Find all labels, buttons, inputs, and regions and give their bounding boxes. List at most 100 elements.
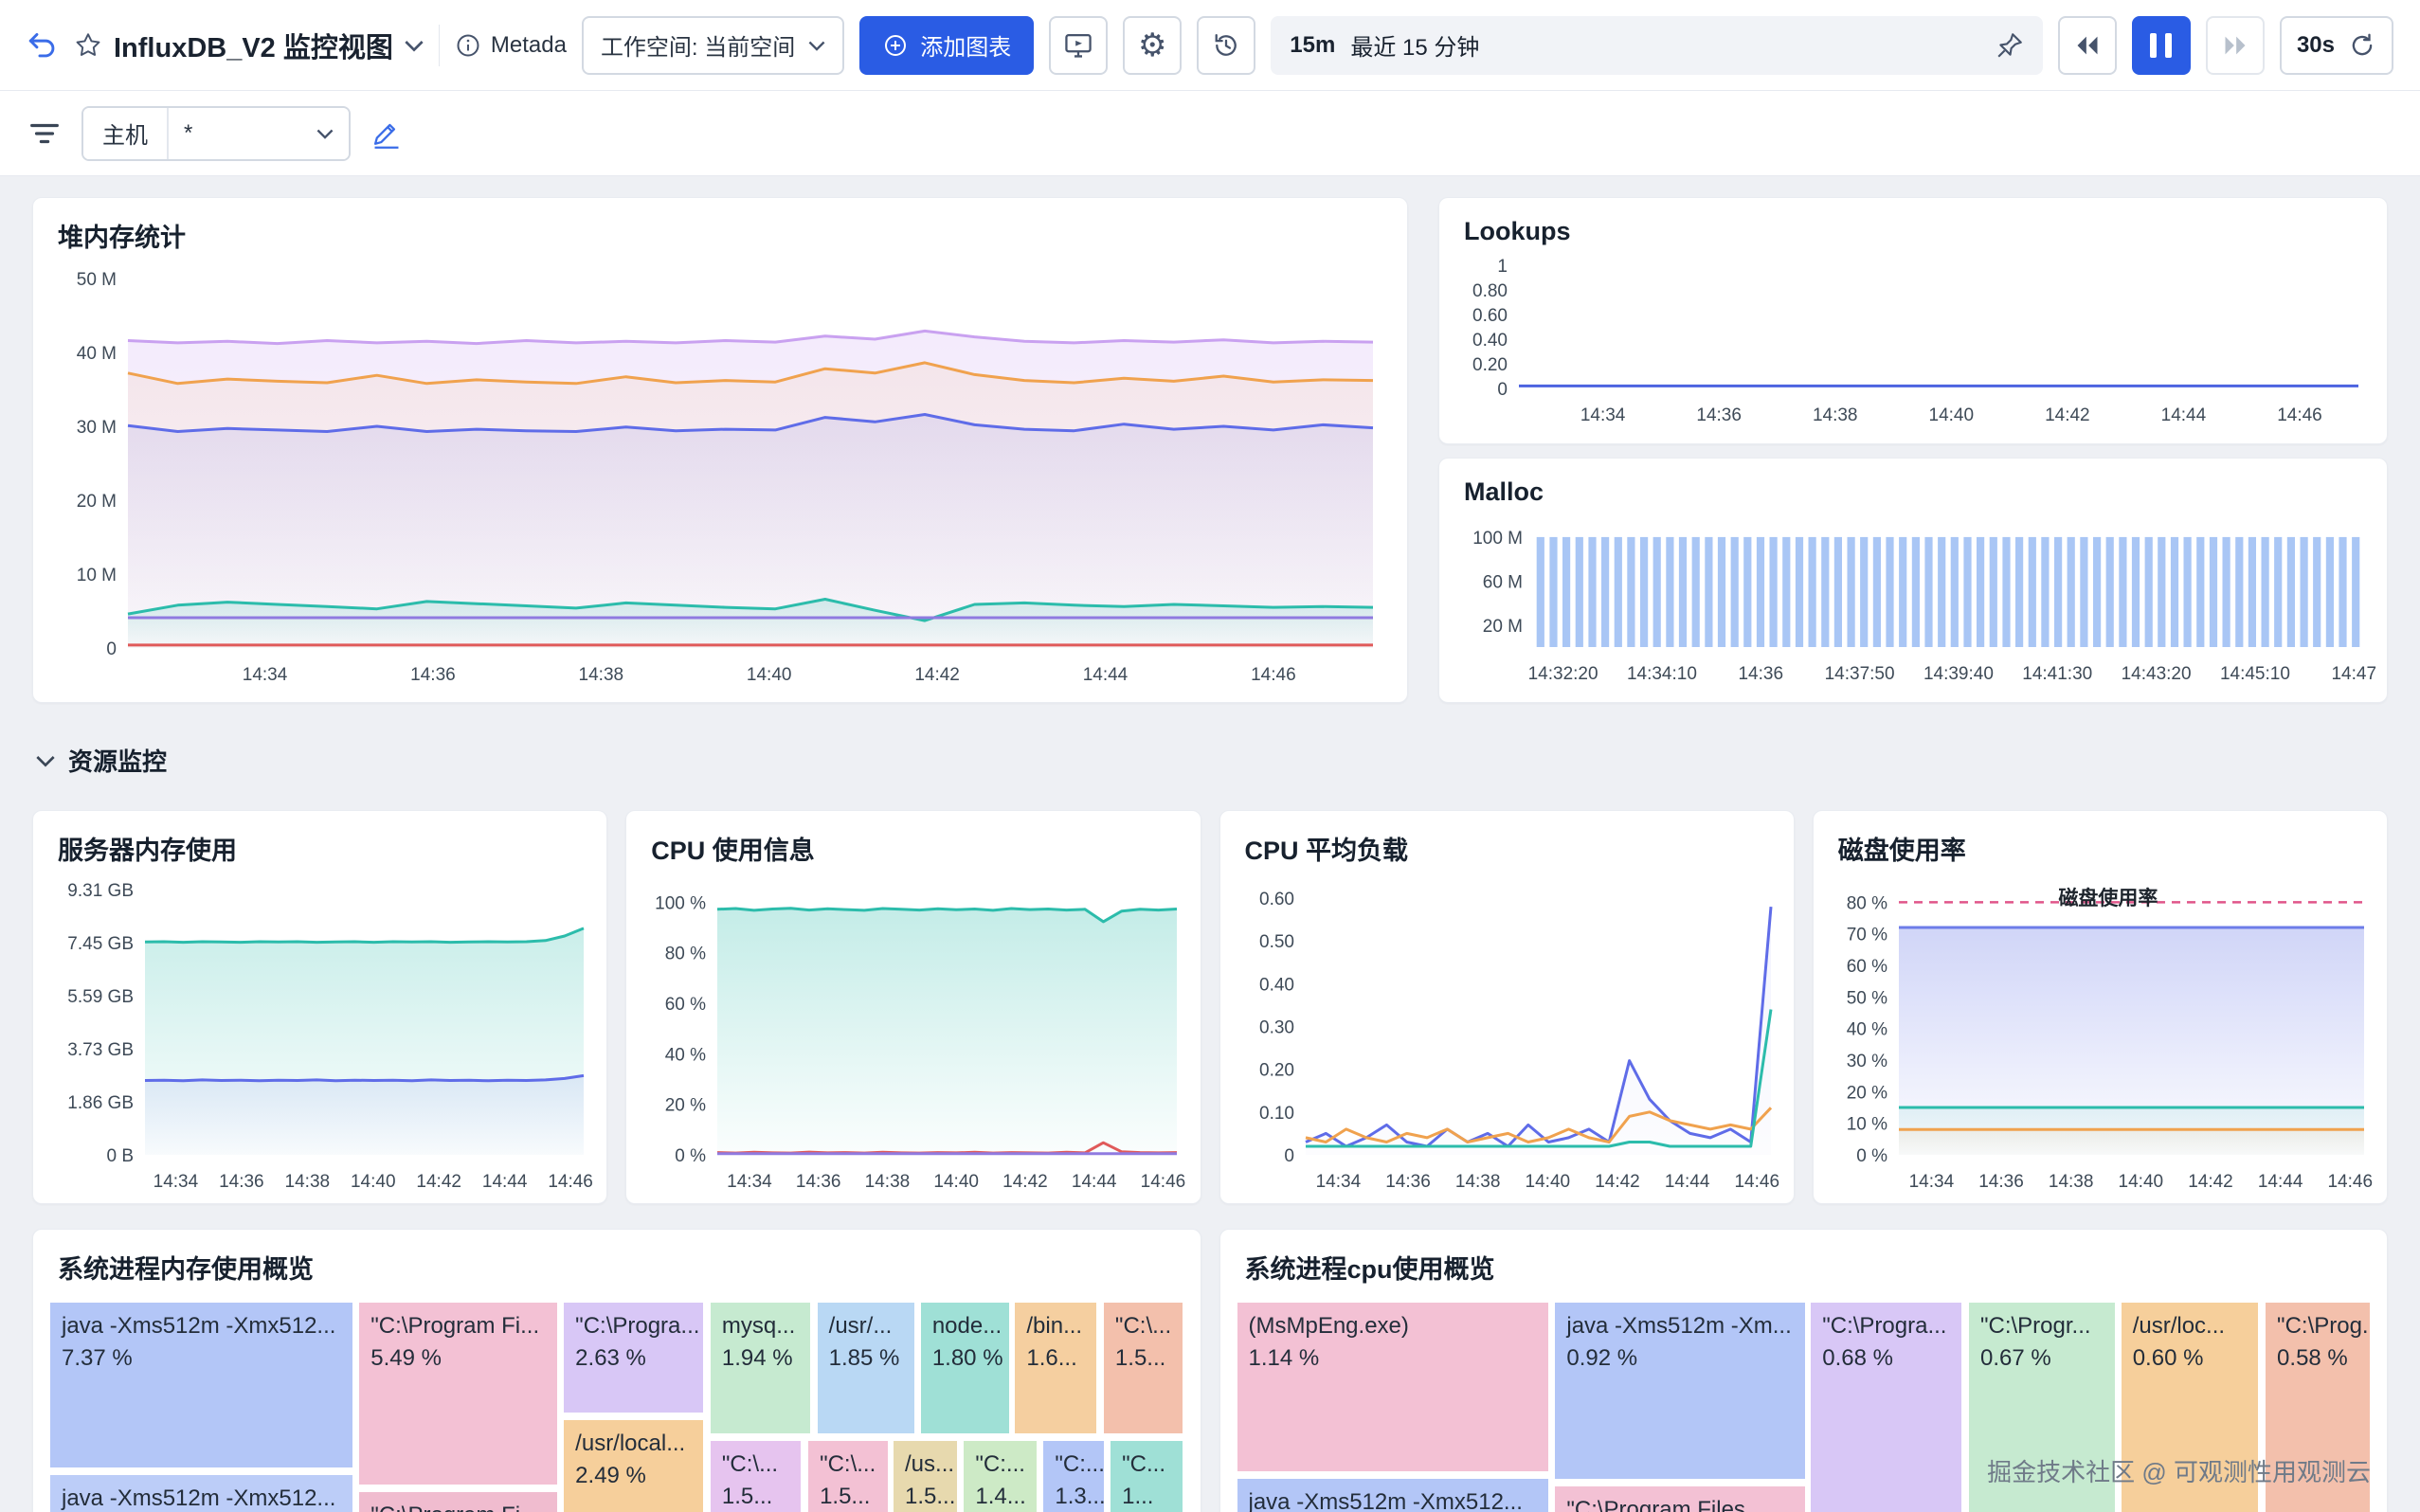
treemap-block[interactable]: (MsMpEng.exe) 1.14 % bbox=[1235, 1301, 1550, 1473]
time-range-picker[interactable]: 15m 最近 15 分钟 bbox=[1271, 15, 2043, 75]
edit-filter-button[interactable] bbox=[371, 117, 402, 150]
treemap-block-value: 1.14 % bbox=[1248, 1344, 1320, 1371]
svg-text:14:46: 14:46 bbox=[1251, 665, 1296, 685]
svg-text:14:40: 14:40 bbox=[747, 665, 792, 685]
treemap-block[interactable]: "C:... 1.4... bbox=[962, 1439, 1038, 1512]
section-resource-monitor[interactable]: 资源监控 bbox=[36, 743, 2384, 778]
svg-text:80 %: 80 % bbox=[1846, 893, 1887, 913]
svg-text:3.73 GB: 3.73 GB bbox=[67, 1040, 134, 1060]
lookups-chart[interactable]: 0 0.20 0.40 0.60 0.80 1 14:34 14:36 14:38 14:40 14… bbox=[1439, 250, 2387, 434]
fast-forward-button[interactable] bbox=[2205, 15, 2265, 75]
treemap-block-label: /bin... bbox=[1026, 1313, 1083, 1339]
refresh-interval-control[interactable]: 30s bbox=[2279, 15, 2393, 75]
treemap-block[interactable]: mysq... 1.94 % bbox=[708, 1301, 813, 1435]
svg-text:14:34: 14:34 bbox=[243, 665, 288, 685]
treemap-block[interactable]: "C:\Program Fi... bbox=[357, 1490, 559, 1512]
cpu-load-chart[interactable]: 0 0.10 0.20 0.30 0.40 0.50 0.60 14:34 14:36 14:38… bbox=[1220, 871, 1794, 1202]
fast-forward-icon bbox=[2225, 36, 2246, 54]
add-chart-button[interactable]: 添加图表 bbox=[859, 15, 1035, 75]
treemap-block[interactable]: "C:... 1.3... bbox=[1041, 1439, 1106, 1512]
treemap-block[interactable]: "C:\Prog... 0.58 % bbox=[2264, 1301, 2372, 1512]
svg-text:14:36: 14:36 bbox=[796, 1172, 841, 1192]
treemap-block[interactable]: /us... 1.5... bbox=[892, 1439, 959, 1512]
chevron-down-icon bbox=[316, 129, 334, 139]
pin-icon[interactable] bbox=[1996, 31, 2024, 60]
panel-title: 系统进程cpu使用概览 bbox=[1244, 1255, 1495, 1284]
treemap-block[interactable]: "C... 1... bbox=[1109, 1439, 1185, 1512]
treemap-block[interactable]: "C:\Progr... 0.67 % bbox=[1966, 1301, 2118, 1512]
treemap-block[interactable]: node... 1.80 % bbox=[918, 1301, 1011, 1435]
host-filter-select[interactable]: * bbox=[169, 107, 349, 159]
refresh-icon[interactable] bbox=[2348, 31, 2376, 60]
treemap-block[interactable]: java -Xms512m -Xm... 0.92 % bbox=[1553, 1301, 1807, 1481]
treemap-block[interactable]: java -Xms512m -Xmx512... 7.37 % bbox=[48, 1301, 354, 1469]
svg-text:1: 1 bbox=[1497, 257, 1508, 277]
svg-text:14:42: 14:42 bbox=[1002, 1172, 1048, 1192]
svg-text:14:37:50: 14:37:50 bbox=[1825, 664, 1895, 684]
treemap-block[interactable]: "C:\Progra... 0.68 % bbox=[1809, 1301, 1964, 1512]
svg-text:5.59 GB: 5.59 GB bbox=[67, 987, 134, 1007]
treemap-block[interactable]: /usr/loc... 0.60 % bbox=[2119, 1301, 2261, 1512]
svg-text:14:40: 14:40 bbox=[1525, 1172, 1570, 1192]
heap-memory-chart[interactable]: 0 10 M 20 M 30 M 40 M 50 M 14:34 14:36 14:38 14:4… bbox=[33, 258, 1407, 699]
rewind-icon bbox=[2077, 36, 2098, 54]
process-memory-treemap[interactable]: java -Xms512m -Xmx512... 7.37 % java -Xms5… bbox=[48, 1301, 1185, 1512]
treemap-block[interactable]: java -Xms512m -Xmx512... bbox=[48, 1473, 354, 1512]
rewind-button[interactable] bbox=[2057, 15, 2117, 75]
treemap-block-value: 1.5... bbox=[905, 1483, 956, 1509]
workspace-label: 工作空间: 当前空间 bbox=[600, 35, 796, 61]
treemap-block-value: 1.5... bbox=[721, 1483, 773, 1509]
treemap-block[interactable]: "C:\... 1.5... bbox=[806, 1439, 890, 1512]
settings-button[interactable]: ⚙ bbox=[1123, 15, 1183, 75]
svg-text:14:42: 14:42 bbox=[1595, 1172, 1640, 1192]
workspace-select[interactable]: 工作空间: 当前空间 bbox=[581, 15, 845, 75]
treemap-block-label: "C... bbox=[1122, 1451, 1165, 1477]
server-memory-chart[interactable]: 0 B 1.86 GB 3.73 GB 5.59 GB 7.45 GB 9.31 GB 14… bbox=[33, 871, 606, 1202]
malloc-chart[interactable]: 20 M 60 M 100 M 14:32:20 14:34:10 14:36 14:37:… bbox=[1439, 511, 2387, 693]
panel-title: CPU 使用信息 bbox=[651, 837, 815, 865]
metadata-button[interactable]: Metada bbox=[455, 32, 567, 59]
treemap-block[interactable]: /usr/local... 2.49 % bbox=[562, 1418, 706, 1512]
treemap-block[interactable]: "C:\Progra... 2.63 % bbox=[562, 1301, 706, 1414]
treemap-block[interactable]: "C:\Program Files... bbox=[1553, 1485, 1807, 1512]
treemap-block[interactable]: "C:\... 1.5... bbox=[1101, 1301, 1185, 1435]
host-filter-label: 主机 bbox=[83, 107, 169, 159]
refresh-interval-label: 30s bbox=[2296, 31, 2335, 58]
svg-text:14:46: 14:46 bbox=[1141, 1172, 1186, 1192]
history-button[interactable] bbox=[1197, 15, 1256, 75]
tv-mode-button[interactable] bbox=[1049, 15, 1109, 75]
svg-text:14:40: 14:40 bbox=[934, 1172, 980, 1192]
svg-text:50 %: 50 % bbox=[1846, 988, 1887, 1008]
svg-text:14:38: 14:38 bbox=[285, 1172, 331, 1192]
svg-text:30 M: 30 M bbox=[77, 418, 117, 438]
undo-icon bbox=[28, 32, 55, 57]
treemap-block-value: 1.3... bbox=[1055, 1483, 1106, 1509]
pause-button[interactable] bbox=[2131, 15, 2191, 75]
undo-button[interactable] bbox=[27, 29, 59, 62]
svg-text:0.50: 0.50 bbox=[1259, 932, 1294, 952]
disk-usage-chart[interactable]: 0 % 10 % 20 % 30 % 40 % 50 % 60 % 70 % 80 % 14:34… bbox=[1814, 871, 2387, 1202]
treemap-block[interactable]: /bin... 1.6... bbox=[1013, 1301, 1099, 1435]
host-filter-control[interactable]: 主机 * bbox=[81, 105, 351, 161]
treemap-block[interactable]: java -Xms512m -Xmx512... bbox=[1235, 1477, 1550, 1512]
svg-text:30 %: 30 % bbox=[1846, 1052, 1887, 1071]
svg-text:0.20: 0.20 bbox=[1472, 355, 1508, 375]
process-cpu-treemap[interactable]: (MsMpEng.exe) 1.14 % java -Xms512m -Xmx512… bbox=[1235, 1301, 2372, 1512]
svg-text:20 M: 20 M bbox=[1483, 617, 1523, 637]
treemap-block-label: "C:... bbox=[1055, 1451, 1105, 1477]
treemap-block-value: 1.5... bbox=[1114, 1344, 1166, 1371]
svg-text:14:40: 14:40 bbox=[2118, 1172, 2163, 1192]
treemap-block-value: 0.68 % bbox=[1822, 1344, 1893, 1371]
dashboard-title-group[interactable]: InfluxDB_V2 监控视图 bbox=[74, 26, 424, 65]
add-chart-label: 添加图表 bbox=[920, 35, 1012, 61]
treemap-block[interactable]: "C:\... 1.5... bbox=[708, 1439, 804, 1512]
treemap-block[interactable]: "C:\Program Fi... 5.49 % bbox=[357, 1301, 559, 1486]
treemap-block-value: 1... bbox=[1122, 1483, 1154, 1509]
svg-text:14:42: 14:42 bbox=[2188, 1172, 2233, 1192]
svg-text:60 M: 60 M bbox=[1483, 572, 1523, 592]
cpu-usage-chart[interactable]: 0 % 20 % 40 % 60 % 80 % 100 % 14:34 14:36 14:38 1… bbox=[626, 871, 1200, 1202]
filter-icon[interactable] bbox=[28, 117, 61, 150]
svg-text:14:34: 14:34 bbox=[1580, 405, 1626, 425]
treemap-block[interactable]: /usr/... 1.85 % bbox=[815, 1301, 917, 1435]
star-icon[interactable] bbox=[74, 31, 102, 60]
